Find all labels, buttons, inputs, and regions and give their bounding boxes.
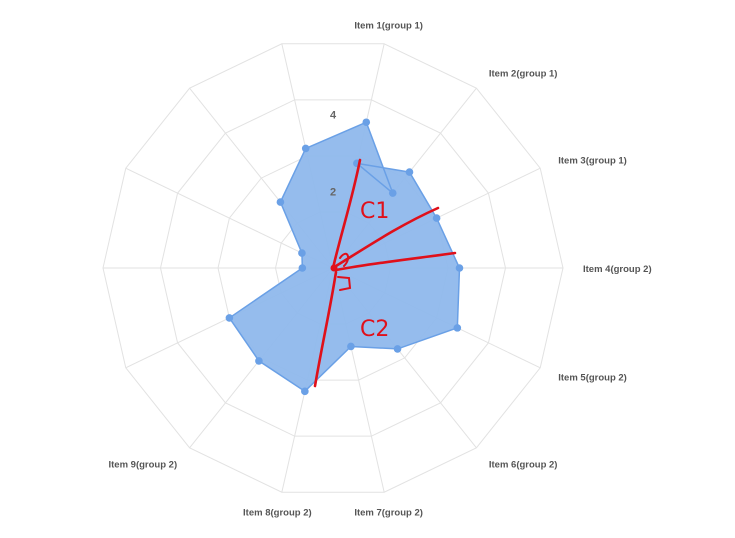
data-point	[301, 387, 309, 396]
data-point	[301, 144, 310, 153]
axis-label: Item 6(group 2)	[489, 459, 558, 470]
axis-labels: Item 1(group 1) Item 2(group 1) Item 3(gro…	[109, 20, 652, 518]
annotation-stroke-right	[334, 251, 457, 272]
axis-label: Item 5(group 2)	[558, 372, 627, 383]
data-point	[347, 342, 355, 351]
grid-spoke	[125, 167, 334, 269]
radar-series	[225, 118, 464, 396]
annotation-c2: C2	[360, 317, 389, 342]
annotation-stroke-down	[313, 270, 338, 388]
data-point	[388, 189, 397, 197]
annotation-center-dot	[330, 264, 338, 272]
data-point	[362, 118, 371, 127]
data-point	[453, 324, 462, 332]
data-point	[432, 214, 441, 222]
radial-tick-label: 4	[330, 110, 337, 122]
axis-label: Item 7(group 2)	[354, 508, 423, 519]
data-point	[393, 345, 402, 353]
data-point	[225, 314, 234, 322]
handwritten-annotations: C1 C2	[313, 158, 457, 388]
data-point	[405, 168, 414, 176]
data-point	[455, 264, 464, 272]
axis-label: Item 8(group 2)	[243, 508, 312, 519]
annotation-stroke-upper-right	[334, 206, 440, 268]
annotation-stroke-up	[331, 158, 362, 270]
annotation-angle-mark-bottom	[337, 276, 352, 291]
axis-label: Item 9(group 2)	[109, 459, 178, 470]
data-point	[255, 357, 263, 365]
axis-label: Item 2(group 1)	[489, 69, 558, 80]
data-point	[276, 198, 285, 206]
data-point	[298, 264, 307, 272]
data-point	[298, 249, 306, 257]
annotation-c1: C1	[360, 199, 389, 224]
radial-ticks: 24	[330, 110, 337, 199]
axis-label: Item 4(group 2)	[583, 264, 652, 275]
axis-label: Item 1(group 1)	[354, 20, 423, 31]
radial-tick-label: 2	[330, 186, 336, 198]
annotation-angle-mark-top	[339, 252, 350, 267]
axis-label: Item 3(group 1)	[558, 156, 627, 167]
